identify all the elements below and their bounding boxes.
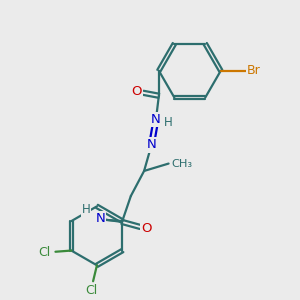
Text: H: H [82, 203, 90, 216]
Text: N: N [95, 212, 105, 225]
Text: Br: Br [247, 64, 261, 77]
Text: CH₃: CH₃ [172, 159, 193, 169]
Text: Cl: Cl [85, 284, 98, 298]
Text: N: N [147, 139, 156, 152]
Text: N: N [151, 113, 161, 126]
Text: O: O [131, 85, 142, 98]
Text: H: H [164, 116, 173, 129]
Text: Cl: Cl [39, 246, 51, 260]
Text: O: O [141, 222, 152, 235]
